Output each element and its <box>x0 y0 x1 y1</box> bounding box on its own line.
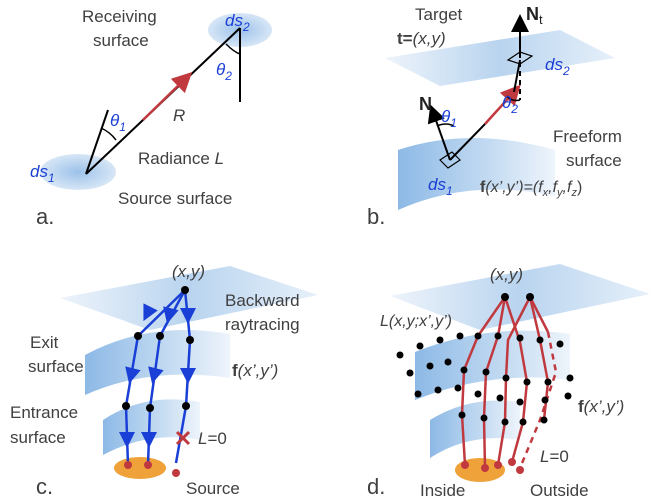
radiance-label: Radiance L <box>138 149 224 168</box>
ds1-label-a: ds1 <box>30 162 55 185</box>
backward-label-1: Backward <box>225 291 300 310</box>
panel-d: (x,y) L(x,y;x’,y’) f(x’,y’) L=0 Inside O… <box>367 264 650 500</box>
freeform-surface-d <box>415 330 570 400</box>
ray-lower <box>85 119 144 175</box>
panel-a: Receiving surface ds2 θ2 θ1 R Radiance L… <box>30 7 272 229</box>
entrance-label-1: Entrance <box>10 403 78 422</box>
receiving-label-1: Receiving <box>82 7 157 26</box>
panel-c-letter: c. <box>36 474 53 499</box>
panel-b-letter: b. <box>367 204 385 229</box>
theta2-label-a: θ2 <box>216 60 232 83</box>
f-label-d: f(x’,y’) <box>578 397 624 416</box>
exit-label-2: surface <box>28 357 84 376</box>
N-label: N <box>419 94 432 114</box>
f-label-c: f(x’,y’) <box>232 361 278 380</box>
panel-c: (x,y) Backward raytracing Exit surface f… <box>10 262 318 499</box>
receiving-label-2: surface <box>93 31 149 50</box>
target-plane-c <box>60 266 318 330</box>
source-points-d <box>461 458 524 474</box>
ds1-label-b: ds1 <box>428 175 453 198</box>
blue-arrowheads <box>119 303 196 448</box>
t-label: t=(x,y) <box>397 29 446 48</box>
L-function-label: L(x,y;x’,y’) <box>380 313 452 330</box>
source-points-c <box>124 461 180 477</box>
target-label: Target <box>415 5 463 24</box>
freeform-label-2: surface <box>566 151 622 170</box>
Nt-label: Nt <box>526 4 543 27</box>
ds2-label-a: ds2 <box>225 11 250 34</box>
L0-label-c: L=0 <box>198 429 227 448</box>
target-plane-d <box>390 264 650 330</box>
source-label-c: Source <box>186 479 240 498</box>
theta2-label-b: θ2 <box>502 93 518 116</box>
nodes-c <box>122 286 194 412</box>
xy-label-d: (x,y) <box>490 265 523 284</box>
panel-a-letter: a. <box>36 204 54 229</box>
theta2-arc <box>225 43 241 55</box>
normal-source <box>85 109 109 175</box>
source-surface-label: Source surface <box>118 189 232 208</box>
ray-black-b <box>449 123 486 161</box>
exit-label-1: Exit <box>30 333 59 352</box>
L0-label-d: L=0 <box>540 447 569 466</box>
xy-label-c: (x,y) <box>172 262 205 281</box>
source-ellipse-c <box>114 457 166 479</box>
ds2-label-b: ds2 <box>545 55 570 78</box>
outside-label: Outside <box>530 481 589 500</box>
panel-d-letter: d. <box>367 474 385 499</box>
theta1-arc <box>100 127 117 141</box>
freeform-surface <box>398 138 555 210</box>
theta2-arc-b <box>506 95 521 102</box>
freeform-label-1: Freeform <box>553 127 622 146</box>
theta1-arc-b <box>436 123 455 127</box>
blocked-x <box>175 430 191 446</box>
ds2-patch <box>506 51 534 65</box>
grid-dots-d <box>396 293 574 426</box>
panel-b: Target t=(x,y) Nt ds2 N θ1 θ2 Freeform s… <box>367 4 622 229</box>
theta1-label-a: θ1 <box>110 111 126 134</box>
theta1-label-b: θ1 <box>441 107 457 130</box>
target-plane <box>385 30 615 86</box>
N-normal <box>427 104 451 161</box>
entrance-label-2: surface <box>10 428 66 447</box>
red-dashed-ray <box>528 296 550 333</box>
lower-surface-d <box>430 400 520 458</box>
inside-label: Inside <box>420 481 465 500</box>
ray-top-b <box>513 59 521 93</box>
backward-label-2: raytracing <box>225 315 300 334</box>
ray-red <box>142 72 193 121</box>
f-equation: f(x’,y’)=(fx,fy,fz) <box>480 179 582 199</box>
R-label: R <box>173 106 185 125</box>
red-dashed-outside <box>518 331 558 469</box>
